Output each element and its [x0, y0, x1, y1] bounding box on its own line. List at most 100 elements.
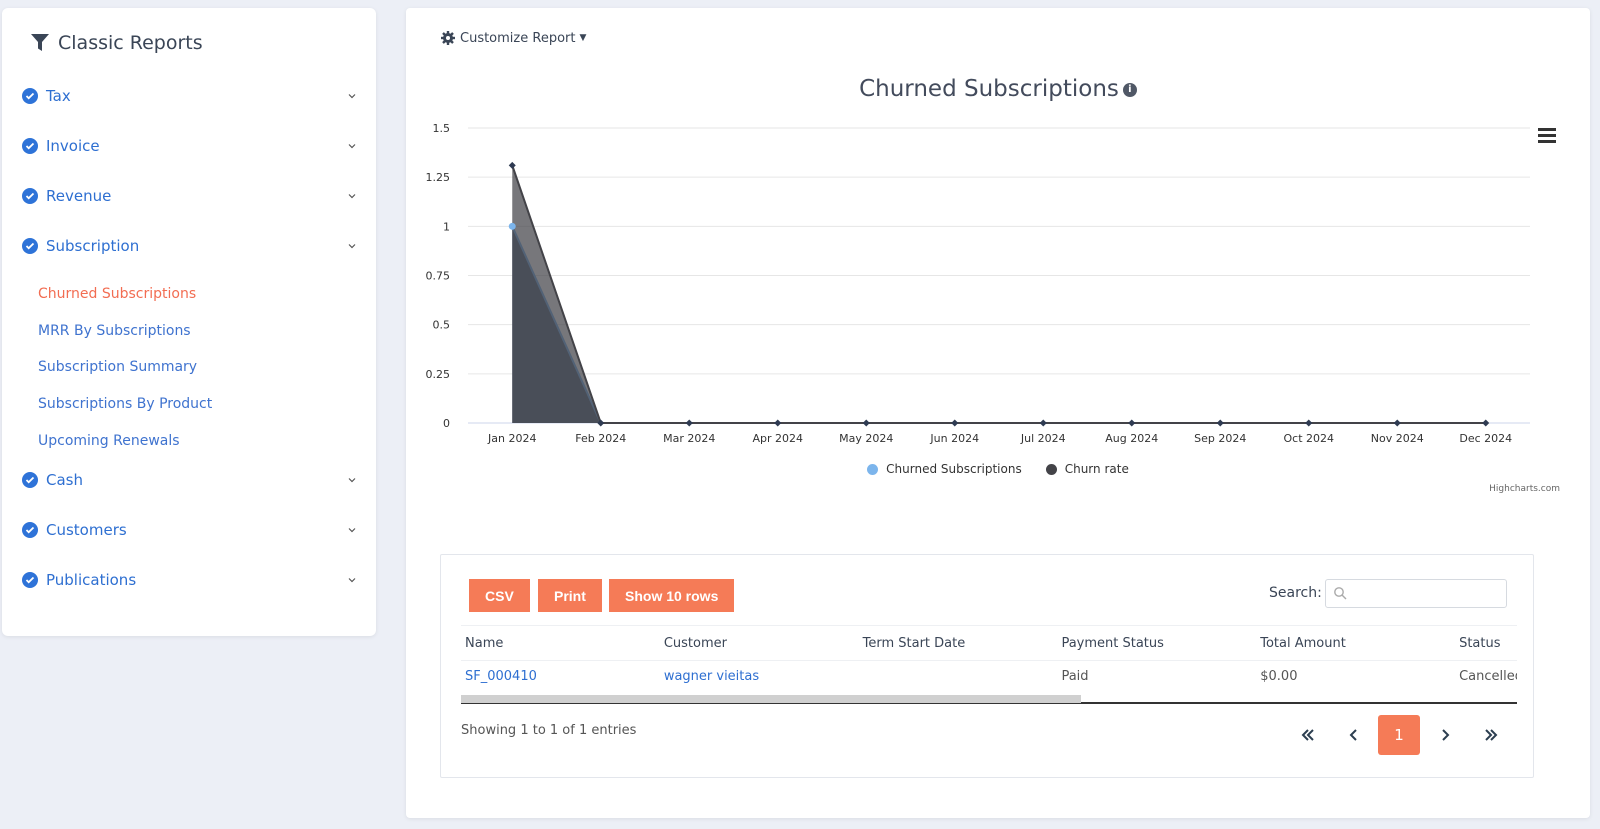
table-header: Name Customer Term Start Date Payment St… — [461, 625, 1517, 661]
legend-item-churn-rate[interactable]: Churn rate — [1045, 462, 1129, 476]
chart-legend: Churned Subscriptions Churn rate — [406, 462, 1590, 476]
y-tick-label: 0.75 — [426, 270, 451, 283]
sidebar-group-label: Revenue — [46, 187, 112, 205]
data-point — [774, 419, 782, 427]
prev-page-button[interactable] — [1333, 715, 1375, 755]
horizontal-scrollbar[interactable] — [461, 695, 1517, 704]
legend-marker — [867, 463, 879, 475]
sidebar-item-churned-subscriptions[interactable]: Churned Subscriptions — [38, 286, 197, 302]
caret-down-icon: ▼ — [579, 33, 587, 43]
chevron-down-icon — [348, 478, 356, 483]
x-tick-label: Dec 2024 — [1459, 432, 1512, 445]
column-header-status[interactable]: Status — [1459, 635, 1501, 651]
customize-report-dropdown[interactable]: Customize Report ▼ — [440, 30, 586, 46]
sidebar-item-upcoming-renewals[interactable]: Upcoming Renewals — [38, 433, 180, 449]
x-tick-label: Sep 2024 — [1194, 432, 1246, 445]
cell-name[interactable]: SF_000410 — [465, 668, 537, 684]
chevron-down-icon — [348, 528, 356, 533]
column-header-term-start-date[interactable]: Term Start Date — [862, 635, 966, 651]
sidebar-group-invoice[interactable]: Invoice — [22, 133, 358, 159]
chevron-down-icon — [348, 144, 356, 149]
x-tick-label: Jul 2024 — [1020, 432, 1066, 445]
check-circle-icon — [22, 472, 38, 488]
chart-title: Churned Subscriptions i — [406, 76, 1590, 102]
cell-payment-status: Paid — [1061, 668, 1089, 684]
first-page-button[interactable] — [1287, 715, 1329, 755]
search-input[interactable] — [1325, 579, 1507, 608]
reports-sidebar: Classic Reports Tax Invoice Revenue Subs… — [2, 8, 376, 636]
gear-icon — [441, 31, 455, 45]
double-chevron-right-icon — [1485, 729, 1498, 741]
legend-item-churned-subscriptions[interactable]: Churned Subscriptions — [867, 462, 1022, 476]
search-label: Search: — [1269, 585, 1322, 601]
customize-report-label: Customize Report — [460, 30, 576, 46]
sidebar-group-publications[interactable]: Publications — [22, 567, 358, 593]
sidebar-group-label: Subscription — [46, 237, 140, 255]
x-tick-label: Feb 2024 — [575, 432, 626, 445]
chevron-down-icon — [348, 94, 356, 99]
x-tick-label: Jan 2024 — [487, 432, 536, 445]
chart-context-menu-button[interactable] — [1538, 128, 1556, 144]
sidebar-group-label: Invoice — [46, 137, 100, 155]
sidebar-group-label: Cash — [46, 471, 83, 489]
sidebar-group-tax[interactable]: Tax — [22, 83, 358, 109]
data-point — [951, 419, 959, 427]
cell-customer[interactable]: wagner vieitas — [663, 668, 760, 684]
line-churn-rate — [511, 165, 1486, 424]
chart-credits[interactable]: Highcharts.com — [1489, 484, 1560, 494]
data-point — [1039, 419, 1047, 427]
y-tick-label: 1 — [443, 220, 450, 233]
show-rows-button[interactable]: Show 10 rows — [609, 579, 735, 612]
chevron-down-icon — [348, 244, 356, 249]
print-button[interactable]: Print — [538, 579, 602, 612]
chart-title-text: Churned Subscriptions — [859, 76, 1119, 102]
data-point — [862, 419, 870, 427]
data-point — [597, 419, 605, 427]
table-row: SF_000410 wagner vieitas Paid $0.00 Canc… — [461, 661, 1517, 691]
y-tick-label: 1.25 — [426, 171, 451, 184]
x-tick-label: Apr 2024 — [752, 432, 803, 445]
y-tick-label: 0 — [443, 417, 450, 430]
sidebar-group-label: Customers — [46, 521, 127, 539]
column-header-payment-status[interactable]: Payment Status — [1061, 635, 1164, 651]
check-circle-icon — [22, 522, 38, 538]
last-page-button[interactable] — [1470, 715, 1512, 755]
sidebar-group-subscription[interactable]: Subscription — [22, 233, 358, 259]
sidebar-item-subscription-summary[interactable]: Subscription Summary — [38, 359, 198, 375]
data-point — [1305, 419, 1313, 427]
filter-icon — [31, 34, 49, 51]
legend-label: Churn rate — [1064, 462, 1129, 476]
chevron-right-icon — [1442, 729, 1450, 741]
y-tick-label: 0.5 — [433, 319, 451, 332]
chevron-left-icon — [1349, 729, 1357, 741]
y-tick-label: 0.25 — [426, 368, 451, 381]
sidebar-item-subscriptions-by-product[interactable]: Subscriptions By Product — [38, 396, 213, 412]
column-header-customer[interactable]: Customer — [663, 635, 727, 651]
page-button-current[interactable]: 1 — [1378, 715, 1420, 755]
sidebar-group-customers[interactable]: Customers — [22, 517, 358, 543]
data-point — [508, 161, 516, 169]
sidebar-item-mrr-by-subscriptions[interactable]: MRR By Subscriptions — [38, 323, 191, 339]
data-point — [508, 222, 516, 230]
data-point — [685, 419, 693, 427]
column-header-name[interactable]: Name — [465, 635, 504, 651]
x-tick-label: Mar 2024 — [663, 432, 715, 445]
info-icon[interactable]: i — [1122, 82, 1137, 97]
table-panel: CSV Print Show 10 rows Search: Name Cust… — [440, 554, 1534, 778]
report-panel: Customize Report ▼ Churned Subscriptions… — [406, 8, 1590, 818]
cell-total-amount: $0.00 — [1260, 668, 1298, 684]
csv-button[interactable]: CSV — [469, 579, 530, 612]
sidebar-group-label: Tax — [46, 87, 71, 105]
data-point — [1216, 419, 1224, 427]
next-page-button[interactable] — [1424, 715, 1466, 755]
column-header-total-amount[interactable]: Total Amount — [1260, 635, 1346, 651]
data-point — [1128, 419, 1136, 427]
sidebar-group-cash[interactable]: Cash — [22, 467, 358, 493]
data-point — [1482, 419, 1490, 427]
sidebar-header: Classic Reports — [30, 32, 203, 54]
scrollbar-thumb[interactable] — [461, 695, 1081, 703]
sidebar-group-revenue[interactable]: Revenue — [22, 183, 358, 209]
check-circle-icon — [22, 138, 38, 154]
check-circle-icon — [22, 188, 38, 204]
x-tick-label: Nov 2024 — [1371, 432, 1424, 445]
